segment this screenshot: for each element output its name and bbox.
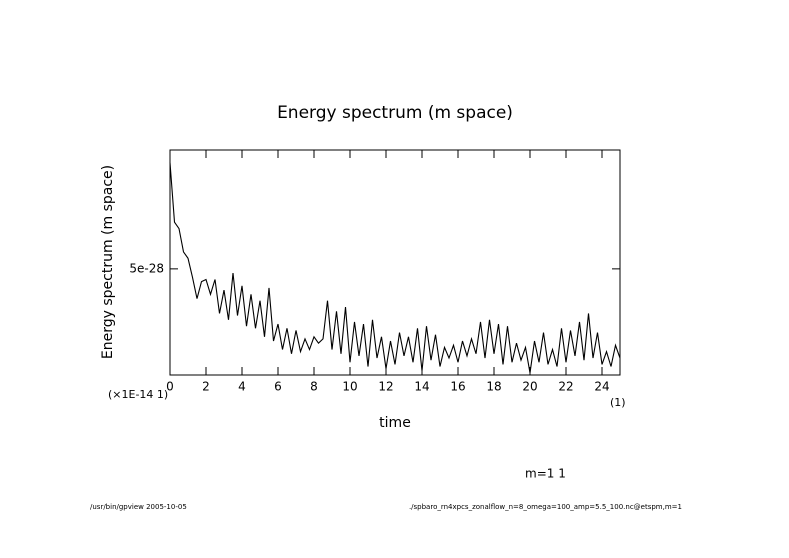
footer-right: ./spbaro_rn4xpcs_zonalflow_n=8_omega=100… [409, 503, 682, 511]
x-tick-label: 20 [522, 380, 537, 394]
x-tick-label: 2 [202, 380, 210, 394]
footer-left: /usr/bin/gpview 2005-10-05 [90, 503, 187, 511]
x-tick-label: 12 [378, 380, 393, 394]
x-tick-label: 8 [310, 380, 318, 394]
y-axis-label: Energy spectrum (m space) [100, 165, 116, 359]
x-tick-label: 0 [166, 380, 174, 394]
x-scale-note: (×1E-14 1) [108, 388, 168, 401]
chart-title: Energy spectrum (m space) [277, 103, 513, 123]
annotation: m=1 1 [525, 467, 566, 481]
x-tick-label: 14 [414, 380, 429, 394]
x-tick-label: 24 [594, 380, 609, 394]
x-tick-label: 6 [274, 380, 282, 394]
x-tick-label: 22 [558, 380, 573, 394]
x-unit: (1) [610, 396, 626, 409]
x-tick-label: 16 [450, 380, 465, 394]
x-axis-label: time [379, 415, 411, 431]
y-tick-label: 5e-28 [129, 261, 164, 275]
x-tick-label: 10 [342, 380, 357, 394]
data-line [169, 162, 621, 373]
x-tick-label: 4 [238, 380, 246, 394]
x-tick-label: 18 [486, 380, 501, 394]
plot-frame [169, 149, 621, 376]
